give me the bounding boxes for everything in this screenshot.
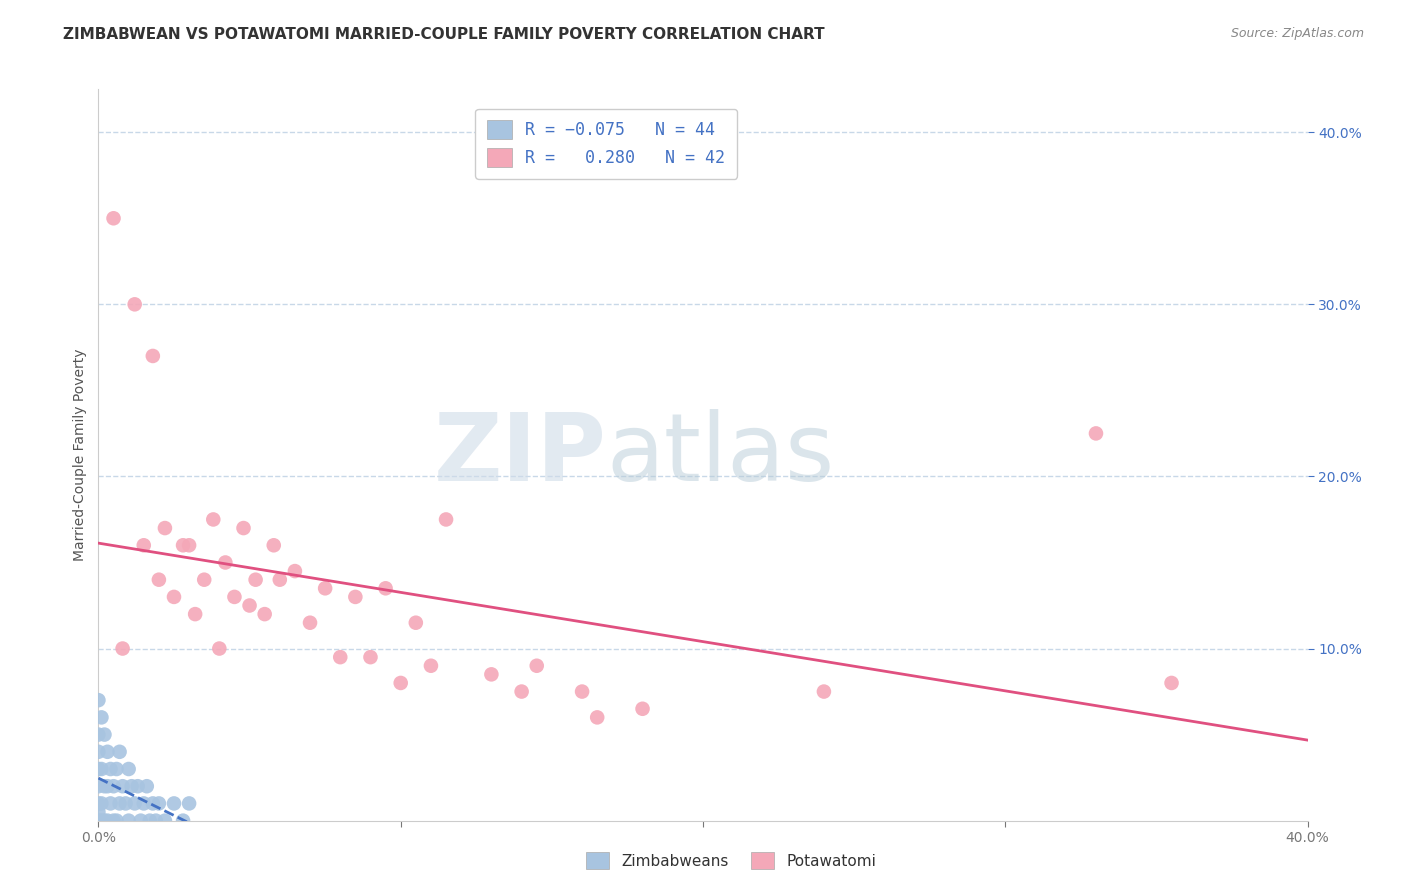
Point	[214, 556, 236, 570]
Point	[93, 728, 115, 742]
Point	[103, 814, 125, 828]
Point	[148, 797, 170, 811]
Point	[87, 814, 110, 828]
Point	[96, 814, 118, 828]
Point	[90, 797, 112, 811]
Point	[1160, 676, 1182, 690]
Point	[360, 650, 382, 665]
Point	[813, 684, 835, 698]
Point	[329, 650, 352, 665]
Point	[132, 538, 155, 552]
Point	[153, 814, 176, 828]
Point	[163, 797, 186, 811]
Text: ZIP: ZIP	[433, 409, 606, 501]
Text: ZIMBABWEAN VS POTAWATOMI MARRIED-COUPLE FAMILY POVERTY CORRELATION CHART: ZIMBABWEAN VS POTAWATOMI MARRIED-COUPLE …	[63, 27, 825, 42]
Point	[374, 582, 396, 596]
Point	[148, 573, 170, 587]
Point	[239, 599, 262, 613]
Y-axis label: Married-Couple Family Poverty: Married-Couple Family Poverty	[73, 349, 87, 561]
Point	[208, 641, 231, 656]
Point	[87, 762, 110, 776]
Point	[245, 573, 267, 587]
Point	[135, 779, 157, 793]
Point	[253, 607, 276, 621]
Point	[193, 573, 215, 587]
Point	[96, 745, 118, 759]
Point	[299, 615, 322, 630]
Point	[132, 797, 155, 811]
Point	[124, 797, 146, 811]
Point	[87, 779, 110, 793]
Point	[90, 814, 112, 828]
Point	[172, 538, 194, 552]
Point	[263, 538, 285, 552]
Point	[118, 762, 141, 776]
Point	[284, 564, 307, 578]
Point	[179, 797, 201, 811]
Point	[111, 779, 134, 793]
Point	[526, 658, 548, 673]
Point	[172, 814, 194, 828]
Point	[142, 797, 165, 811]
Point	[571, 684, 593, 698]
Point	[103, 779, 125, 793]
Text: atlas: atlas	[606, 409, 835, 501]
Point	[631, 702, 654, 716]
Point	[510, 684, 533, 698]
Point	[90, 710, 112, 724]
Point	[420, 658, 443, 673]
Point	[108, 797, 131, 811]
Point	[108, 745, 131, 759]
Point	[90, 762, 112, 776]
Point	[114, 797, 136, 811]
Point	[179, 538, 201, 552]
Point	[105, 762, 128, 776]
Point	[93, 814, 115, 828]
Point	[314, 582, 336, 596]
Point	[100, 797, 122, 811]
Point	[96, 779, 118, 793]
Point	[129, 814, 152, 828]
Point	[121, 779, 143, 793]
Point	[434, 512, 457, 526]
Point	[87, 693, 110, 707]
Point	[224, 590, 246, 604]
Legend: R = −0.075   N = 44, R =   0.280   N = 42: R = −0.075 N = 44, R = 0.280 N = 42	[475, 109, 737, 178]
Point	[153, 521, 176, 535]
Point	[389, 676, 412, 690]
Point	[269, 573, 291, 587]
Point	[93, 779, 115, 793]
Point	[87, 745, 110, 759]
Legend: Zimbabweans, Potawatomi: Zimbabweans, Potawatomi	[579, 846, 883, 875]
Point	[1085, 426, 1108, 441]
Point	[111, 641, 134, 656]
Point	[586, 710, 609, 724]
Point	[100, 762, 122, 776]
Point	[202, 512, 225, 526]
Point	[87, 805, 110, 819]
Point	[139, 814, 162, 828]
Point	[344, 590, 367, 604]
Point	[142, 349, 165, 363]
Point	[124, 297, 146, 311]
Point	[127, 779, 149, 793]
Point	[481, 667, 503, 681]
Point	[87, 797, 110, 811]
Point	[105, 814, 128, 828]
Point	[163, 590, 186, 604]
Text: Source: ZipAtlas.com: Source: ZipAtlas.com	[1230, 27, 1364, 40]
Point	[103, 211, 125, 226]
Point	[184, 607, 207, 621]
Point	[145, 814, 167, 828]
Point	[405, 615, 427, 630]
Point	[118, 814, 141, 828]
Point	[232, 521, 254, 535]
Point	[87, 728, 110, 742]
